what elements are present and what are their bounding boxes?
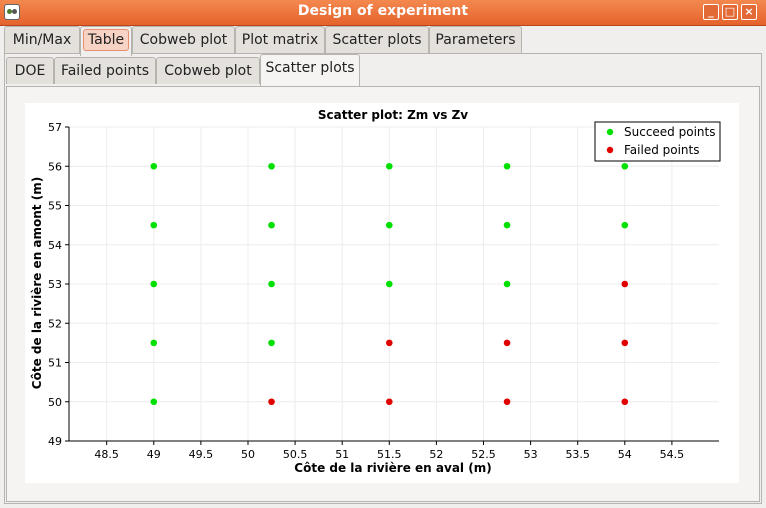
y-tick-label: 57 [48, 121, 62, 134]
failed-point [385, 339, 393, 347]
y-tick-label: 53 [48, 278, 62, 291]
x-tick-label: 53 [524, 448, 538, 461]
y-tick-label: 49 [48, 435, 62, 448]
x-tick-label: 49 [147, 448, 161, 461]
tab-table[interactable]: Table [80, 26, 132, 56]
x-tick-label: 50.5 [283, 448, 308, 461]
x-tick-label: 54 [618, 448, 632, 461]
y-tick-label: 50 [48, 396, 62, 409]
x-tick-label: 48.5 [94, 448, 119, 461]
succeed-point [385, 162, 393, 170]
y-tick-label: 55 [48, 200, 62, 213]
tab-scatter-plots[interactable]: Scatter plots [325, 26, 429, 53]
legend-marker-succeed [606, 128, 614, 136]
legend-label-succeed: Succeed points [624, 125, 715, 139]
tab-inner-cobweb-plot[interactable]: Cobweb plot [156, 57, 260, 84]
x-tick-label: 52 [429, 448, 443, 461]
succeed-point [268, 162, 275, 170]
succeed-point [150, 339, 158, 347]
succeed-point [268, 280, 275, 288]
tab-min-max[interactable]: Min/Max [4, 26, 80, 53]
succeed-point [268, 221, 275, 229]
x-tick-label: 53.5 [565, 448, 590, 461]
minimize-button[interactable]: _ [703, 4, 719, 20]
outer-tab-panel [4, 53, 762, 504]
chart-title: Scatter plot: Zm vs Zv [318, 108, 468, 122]
succeed-point [150, 280, 158, 288]
y-axis-label: Côte de la rivière en amont (m) [30, 177, 44, 389]
y-tick-label: 51 [48, 357, 62, 370]
maximize-button[interactable]: □ [722, 4, 738, 20]
tab-inner-scatter-plots[interactable]: Scatter plots [260, 54, 360, 86]
window-title: Design of experiment [297, 3, 469, 19]
y-tick-label: 52 [48, 317, 62, 330]
x-axis-label: Côte de la rivière en aval (m) [294, 461, 491, 475]
failed-point [621, 280, 629, 288]
legend-label-failed: Failed points [624, 143, 700, 157]
tab-cobweb-plot[interactable]: Cobweb plot [132, 26, 235, 53]
close-button[interactable]: × [741, 4, 757, 20]
succeed-point [503, 221, 511, 229]
x-tick-label: 51 [335, 448, 349, 461]
legend-marker-failed [606, 146, 614, 154]
x-tick-label: 51.5 [377, 448, 402, 461]
app-icon [4, 4, 20, 20]
succeed-point [385, 221, 393, 229]
legend-box [594, 121, 721, 162]
succeed-point [150, 221, 158, 229]
succeed-point [621, 221, 629, 229]
tab-parameters[interactable]: Parameters [429, 26, 522, 53]
succeed-point [621, 162, 629, 170]
tab-doe[interactable]: DOE [6, 57, 54, 84]
x-tick-label: 54.5 [660, 448, 685, 461]
y-tick-label: 54 [48, 239, 62, 252]
succeed-point [268, 339, 275, 347]
x-tick-label: 49.5 [189, 448, 214, 461]
x-tick-label: 52.5 [471, 448, 496, 461]
failed-point [268, 398, 275, 406]
x-tick-label: 50 [241, 448, 255, 461]
succeed-point [150, 162, 158, 170]
failed-point [621, 339, 629, 347]
failed-point [621, 398, 629, 406]
succeed-point [385, 280, 393, 288]
failed-point [503, 398, 511, 406]
succeed-point [503, 280, 511, 288]
succeed-point [503, 162, 511, 170]
failed-point [503, 339, 511, 347]
failed-point [385, 398, 393, 406]
legend: Succeed points Failed points [594, 121, 721, 162]
tab-plot-matrix[interactable]: Plot matrix [235, 26, 325, 53]
succeed-point [150, 398, 158, 406]
y-tick-label: 56 [48, 160, 62, 173]
title-bar: Design of experiment _ □ × [0, 0, 766, 26]
tab-failed-points[interactable]: Failed points [54, 57, 156, 84]
